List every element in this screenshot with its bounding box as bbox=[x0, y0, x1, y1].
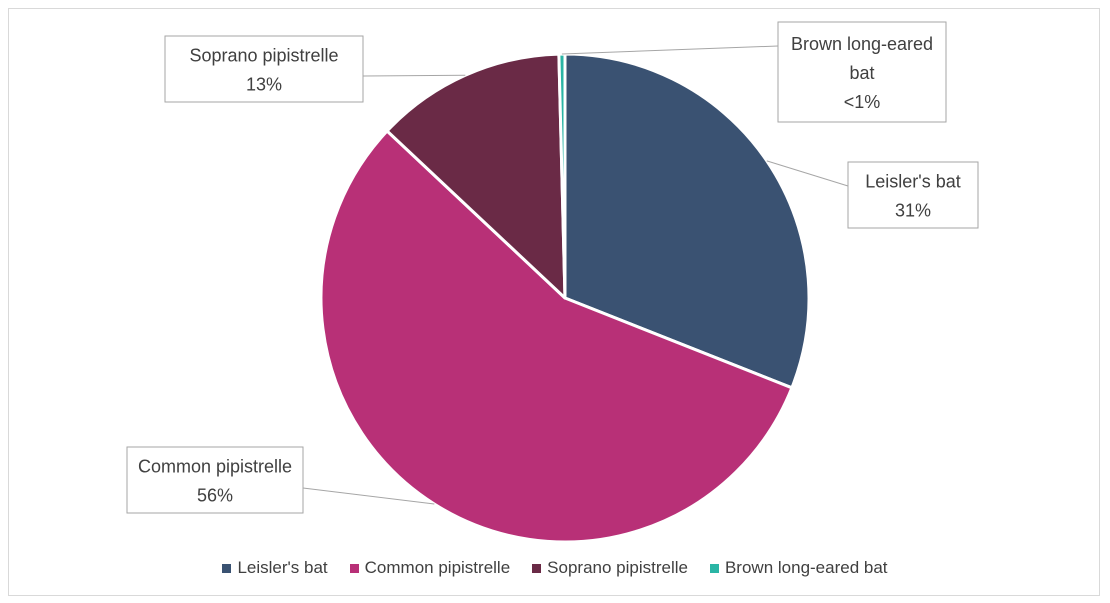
legend-label: Brown long-eared bat bbox=[724, 558, 888, 577]
data-label-box-common-pipistrelle bbox=[126, 446, 304, 514]
leader-lines bbox=[302, 45, 849, 505]
data-label-value: 31% bbox=[895, 201, 931, 221]
data-label-name: Leisler's bat bbox=[865, 172, 960, 192]
legend-label: Leisler's bat bbox=[237, 558, 328, 577]
data-label-name: Brown long-eared bbox=[791, 34, 933, 54]
chart-legend: Leisler's bat Common pipistrelle Soprano… bbox=[0, 558, 1110, 578]
pie-slices bbox=[319, 52, 811, 544]
legend-swatch bbox=[349, 563, 359, 573]
data-label-box-soprano-pipistrelle bbox=[164, 35, 364, 103]
data-label-value: <1% bbox=[844, 92, 881, 112]
data-labels: Leisler's bat 31% Common pipistrelle 56% Sop… bbox=[126, 21, 979, 514]
legend-item-brown-long-eared-bat: Brown long-eared bat bbox=[709, 558, 888, 578]
pie-slice-leisler-s-bat bbox=[563, 52, 811, 390]
data-label-value: 56% bbox=[197, 486, 233, 506]
data-label-name: Soprano pipistrelle bbox=[189, 46, 338, 66]
leader-line-brown-long-eared-bat bbox=[561, 45, 779, 55]
data-label-value: 13% bbox=[246, 75, 282, 95]
legend-label: Common pipistrelle bbox=[364, 558, 511, 577]
leader-line-leisler-s-bat bbox=[766, 160, 849, 187]
legend-item-leislers-bat: Leisler's bat bbox=[222, 558, 328, 578]
data-label-box-leisler-s-bat bbox=[847, 161, 979, 229]
data-label-name: Common pipistrelle bbox=[138, 457, 292, 477]
legend-swatch bbox=[222, 563, 232, 573]
legend-item-soprano-pipistrelle: Soprano pipistrelle bbox=[532, 558, 688, 578]
legend-item-common-pipistrelle: Common pipistrelle bbox=[349, 558, 511, 578]
legend-label: Soprano pipistrelle bbox=[547, 558, 688, 577]
legend-swatch bbox=[709, 563, 719, 573]
leader-line-soprano-pipistrelle bbox=[362, 74, 466, 77]
legend-swatch bbox=[532, 563, 542, 573]
pie-slice-soprano-pipistrelle bbox=[385, 52, 567, 300]
data-label-name: bat bbox=[849, 63, 874, 83]
leader-line-common-pipistrelle bbox=[302, 487, 435, 505]
data-label-box-brown-long-eared-bat bbox=[777, 21, 947, 123]
